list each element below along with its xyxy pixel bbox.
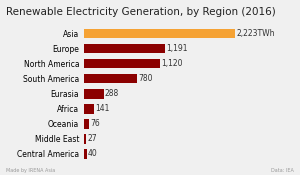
Bar [84,134,86,144]
Bar [84,119,89,129]
Bar [84,149,87,159]
Text: Renewable Electricity Generation, by Region (2016): Renewable Electricity Generation, by Reg… [6,7,276,17]
Text: 1,191: 1,191 [166,44,188,53]
Text: 27: 27 [87,134,97,143]
Bar [84,44,165,53]
Text: 2,223TWh: 2,223TWh [237,29,275,38]
Text: 288: 288 [105,89,119,98]
Text: 141: 141 [95,104,109,113]
Bar [84,29,235,38]
Bar [84,59,160,68]
Text: Made by IRENA Asia: Made by IRENA Asia [6,168,55,173]
Text: Data: IEA: Data: IEA [271,168,294,173]
Bar [84,104,94,114]
Bar [84,74,137,83]
Text: 76: 76 [90,119,100,128]
Text: 1,120: 1,120 [161,59,183,68]
Text: 780: 780 [138,74,153,83]
Bar [84,89,104,99]
Text: 40: 40 [88,149,98,158]
